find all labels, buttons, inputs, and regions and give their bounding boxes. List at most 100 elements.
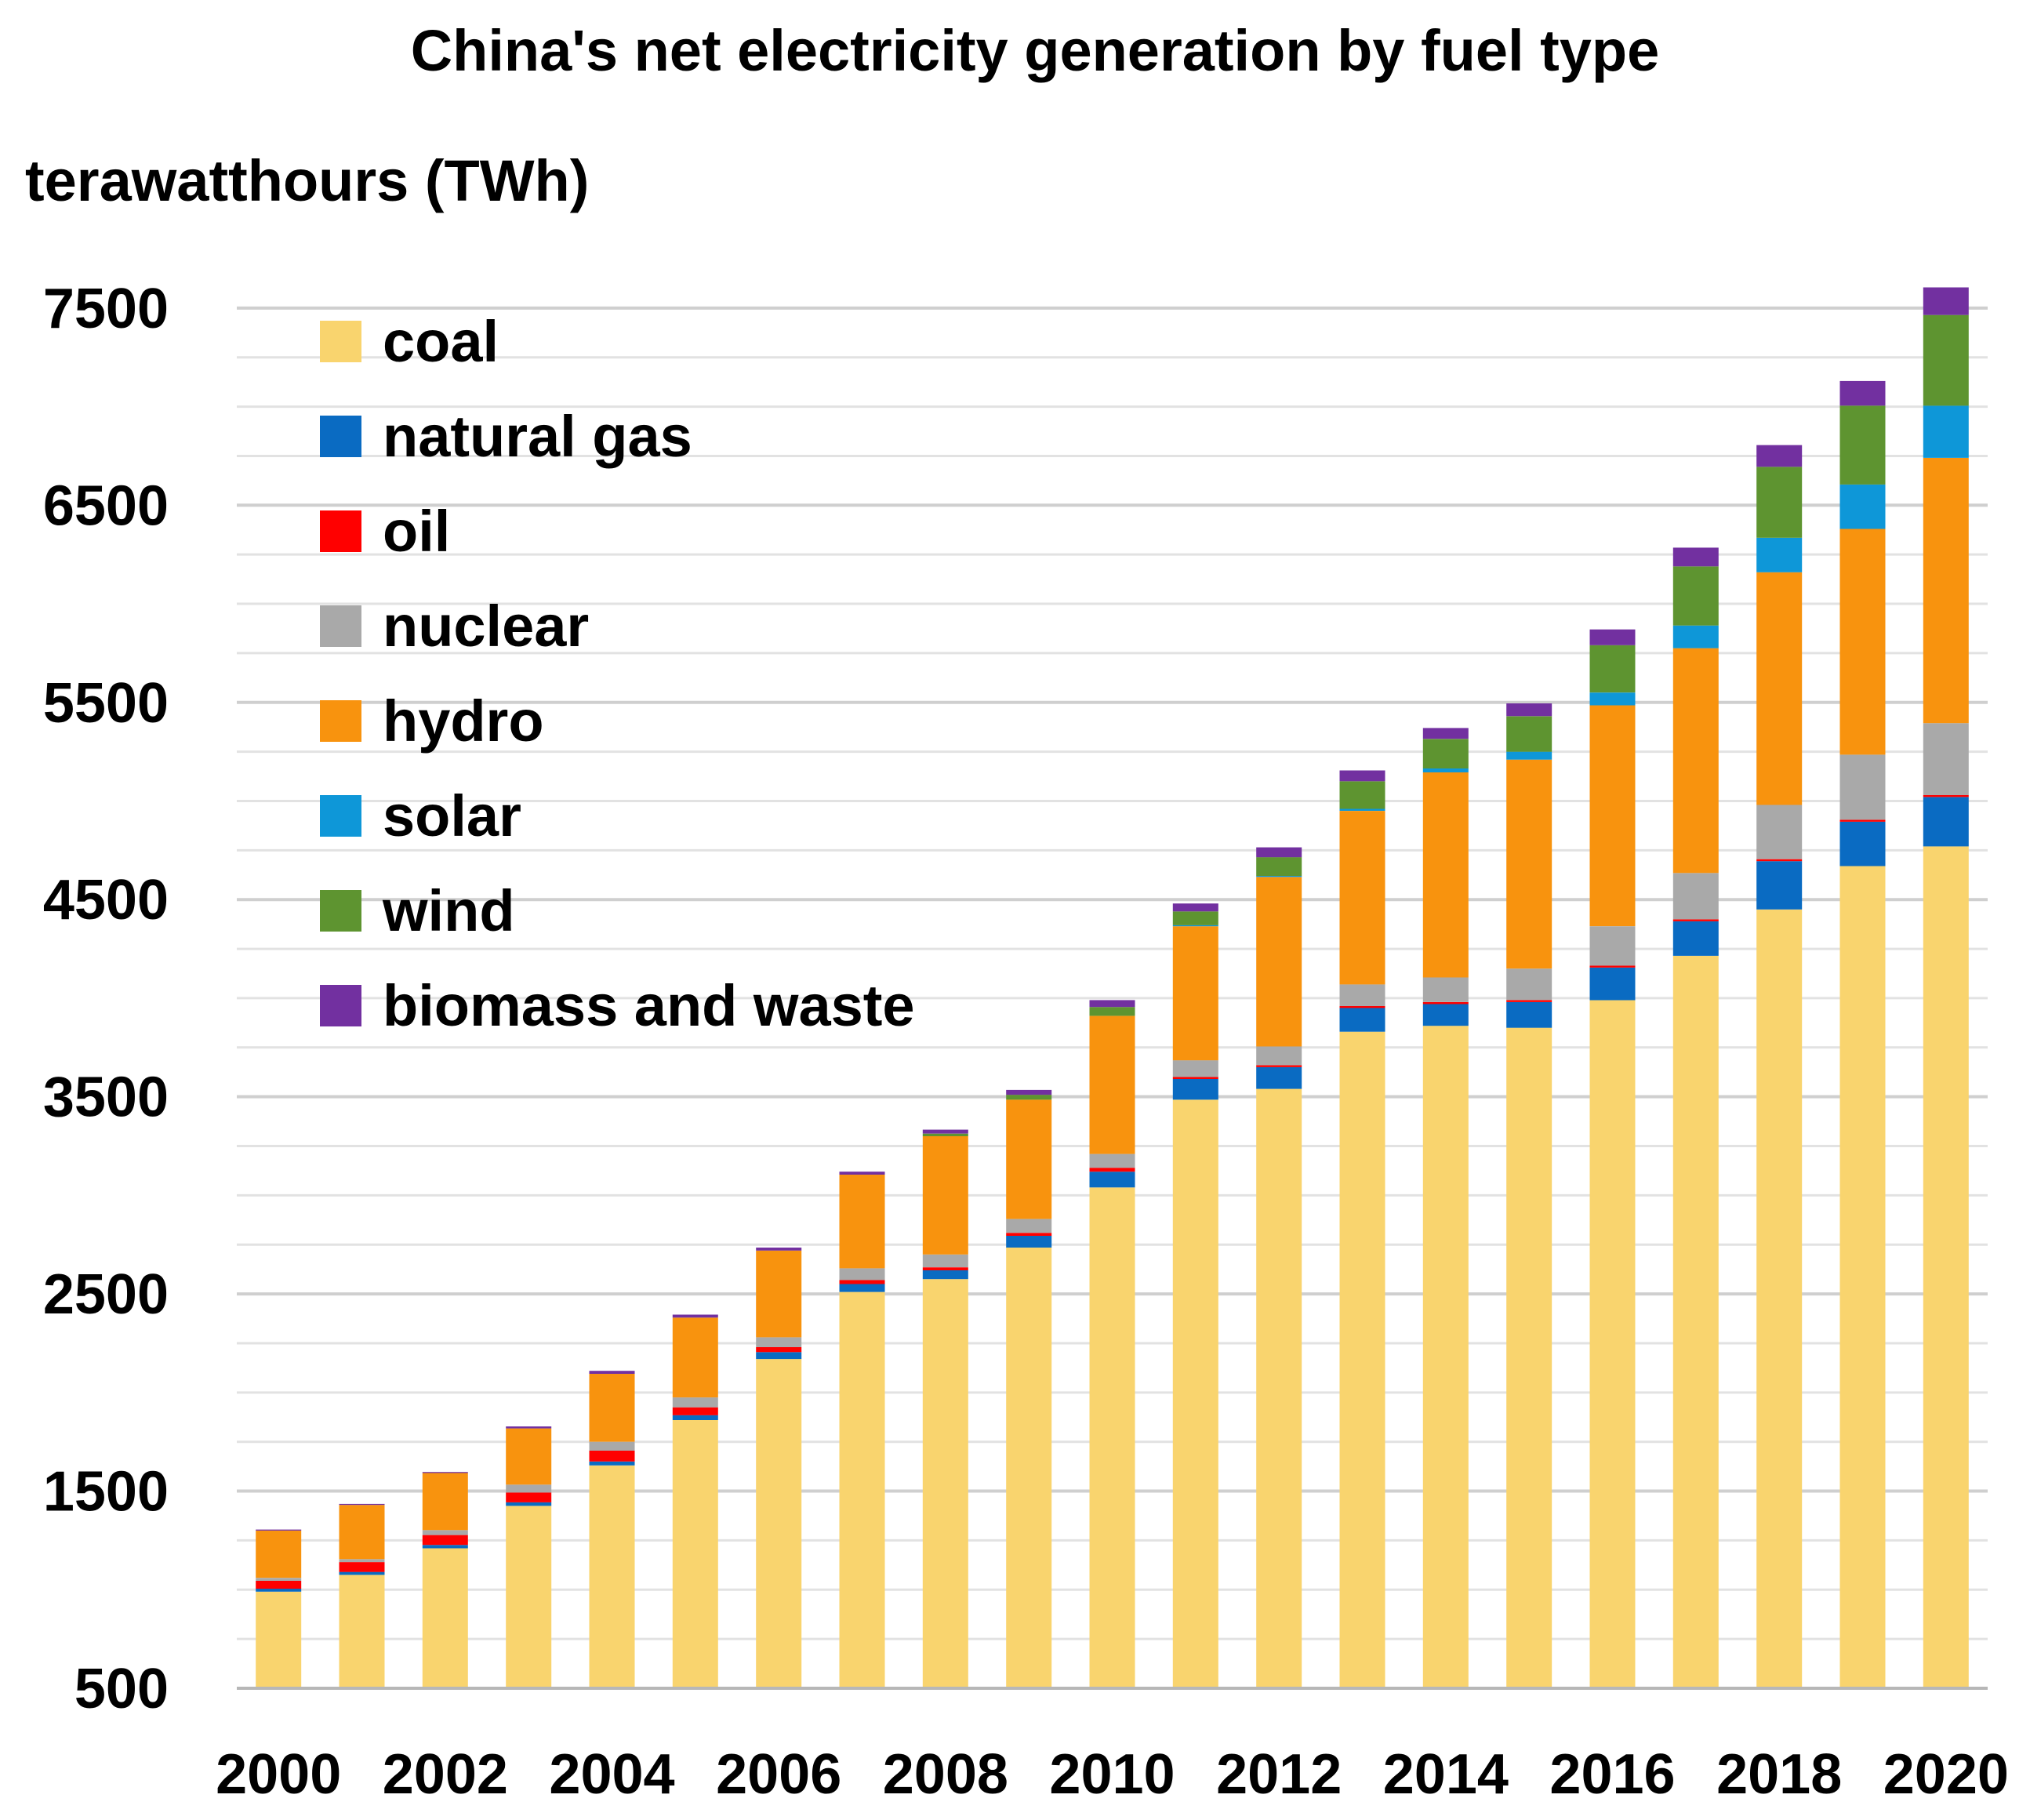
bar-solar-2015 <box>1506 751 1552 760</box>
legend-item-coal: coal <box>320 294 915 389</box>
bar-biomass-and-waste-2003 <box>506 1426 552 1429</box>
legend-swatch <box>320 700 361 742</box>
x-tick-label: 2006 <box>716 1743 841 1806</box>
bar-biomass-and-waste-2013 <box>1339 770 1385 782</box>
bar-stack-2017 <box>1672 547 1719 1688</box>
bar-biomass-and-waste-2008 <box>922 1129 968 1134</box>
bar-biomass-and-waste-2015 <box>1506 703 1552 717</box>
bar-hydro-2017 <box>1672 648 1719 874</box>
bar-nuclear-2003 <box>506 1484 552 1493</box>
bar-wind-2013 <box>1339 781 1385 809</box>
bar-biomass-and-waste-2006 <box>756 1248 802 1251</box>
bar-solar-2018 <box>1756 537 1803 572</box>
bar-hydro-2011 <box>1172 926 1218 1061</box>
bar-hydro-2001 <box>339 1505 385 1560</box>
y-tick-label: 5500 <box>43 672 169 735</box>
bar-hydro-2016 <box>1589 705 1636 927</box>
legend-item-natural-gas: natural gas <box>320 389 915 484</box>
bar-stack-2019 <box>1839 380 1886 1688</box>
bar-coal-2018 <box>1756 909 1803 1688</box>
bar-wind-2018 <box>1756 467 1803 538</box>
bar-stack-2009 <box>1006 1089 1052 1688</box>
bar-coal-2007 <box>839 1291 885 1688</box>
bar-biomass-and-waste-2004 <box>589 1371 635 1374</box>
bar-stack-2003 <box>506 1426 552 1688</box>
x-tick-label: 2000 <box>216 1743 341 1806</box>
bar-nuclear-2006 <box>756 1337 802 1347</box>
bar-stack-2014 <box>1422 728 1469 1688</box>
bar-hydro-2005 <box>672 1317 718 1398</box>
bar-biomass-and-waste-2009 <box>1006 1089 1052 1095</box>
x-tick-label: 2008 <box>883 1743 1008 1806</box>
legend-item-hydro: hydro <box>320 674 915 768</box>
bar-natural-gas-2019 <box>1839 821 1886 866</box>
bar-natural-gas-2010 <box>1089 1172 1135 1188</box>
x-tick-label: 2010 <box>1049 1743 1175 1806</box>
bar-wind-2019 <box>1839 405 1886 485</box>
bar-natural-gas-2017 <box>1672 921 1719 956</box>
bar-stack-2015 <box>1506 703 1552 1688</box>
legend-swatch <box>320 985 361 1026</box>
bar-nuclear-2005 <box>672 1397 718 1408</box>
axes: 500 1500 2500 3500 4500 5500 6500 7500 2000 2002 2… <box>43 278 2009 1806</box>
bar-stack-2016 <box>1589 629 1636 1688</box>
legend-label: coal <box>383 308 499 374</box>
bar-natural-gas-2013 <box>1339 1008 1385 1032</box>
bar-hydro-2018 <box>1756 572 1803 805</box>
bar-natural-gas-2007 <box>839 1284 885 1292</box>
bar-oil-2020 <box>1923 794 1969 797</box>
bar-stack-2007 <box>839 1172 885 1688</box>
bar-oil-2009 <box>1006 1233 1052 1236</box>
bar-solar-2011 <box>1172 925 1218 927</box>
bar-biomass-and-waste-2012 <box>1256 847 1302 858</box>
legend-swatch <box>320 416 361 457</box>
bar-oil-2011 <box>1172 1077 1218 1079</box>
bar-natural-gas-2005 <box>672 1415 718 1420</box>
y-tick-label: 7500 <box>43 278 169 340</box>
bar-hydro-2003 <box>506 1428 552 1485</box>
bar-biomass-and-waste-2001 <box>339 1503 385 1506</box>
bar-oil-2014 <box>1422 1002 1469 1004</box>
bar-oil-2012 <box>1256 1065 1302 1067</box>
bar-nuclear-2007 <box>839 1268 885 1281</box>
bar-coal-2016 <box>1589 1000 1636 1688</box>
bar-coal-2002 <box>422 1548 468 1688</box>
bar-biomass-and-waste-2020 <box>1923 287 1969 315</box>
bar-biomass-and-waste-2016 <box>1589 629 1636 645</box>
bar-nuclear-2004 <box>589 1441 635 1451</box>
bar-natural-gas-2014 <box>1422 1004 1469 1026</box>
bar-wind-2008 <box>922 1133 968 1136</box>
x-tick-label: 2014 <box>1383 1743 1509 1806</box>
bar-natural-gas-2015 <box>1506 1002 1552 1028</box>
y-tick-label: 2500 <box>43 1263 169 1326</box>
bar-nuclear-2000 <box>256 1578 302 1581</box>
bar-nuclear-2017 <box>1672 873 1719 920</box>
bar-stack-2010 <box>1089 1000 1135 1688</box>
bar-nuclear-2015 <box>1506 968 1552 1001</box>
bar-stack-2012 <box>1256 847 1302 1688</box>
bar-oil-2016 <box>1589 965 1636 968</box>
y-axis-label: terawatthours (TWh) <box>25 148 590 213</box>
bar-hydro-2008 <box>922 1135 968 1255</box>
bar-stack-2001 <box>339 1503 385 1688</box>
x-tick-label: 2012 <box>1216 1743 1342 1806</box>
bar-natural-gas-2000 <box>256 1589 302 1592</box>
bar-coal-2000 <box>256 1591 302 1688</box>
bar-oil-2007 <box>839 1280 885 1284</box>
bar-nuclear-2001 <box>339 1559 385 1563</box>
bar-stack-2011 <box>1172 903 1218 1688</box>
legend-label: wind <box>383 877 515 943</box>
bar-coal-2005 <box>672 1420 718 1688</box>
bar-biomass-and-waste-2018 <box>1756 445 1803 467</box>
bar-wind-2011 <box>1172 911 1218 925</box>
y-tick-label: 1500 <box>43 1461 169 1524</box>
bar-oil-2004 <box>589 1451 635 1462</box>
bar-coal-2017 <box>1672 955 1719 1688</box>
bar-stack-2004 <box>589 1371 635 1688</box>
bar-nuclear-2009 <box>1006 1219 1052 1233</box>
bar-coal-2008 <box>922 1279 968 1688</box>
bar-coal-2004 <box>589 1465 635 1688</box>
x-tick-label: 2020 <box>1883 1743 2009 1806</box>
bar-natural-gas-2002 <box>422 1545 468 1549</box>
legend-item-wind: wind <box>320 863 915 958</box>
